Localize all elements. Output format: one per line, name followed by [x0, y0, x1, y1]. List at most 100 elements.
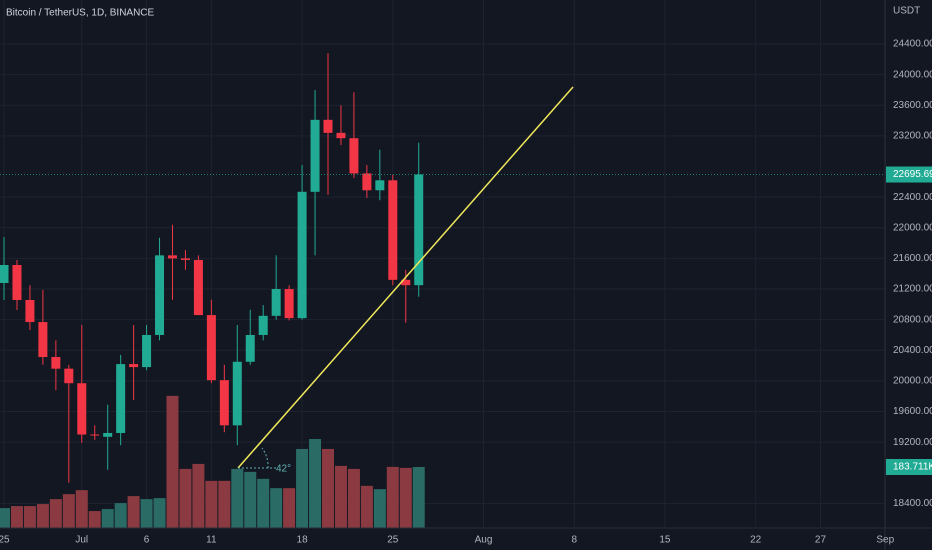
- candle-body: [64, 368, 74, 384]
- volume-bar: [101, 509, 114, 528]
- trend-line[interactable]: [237, 86, 574, 469]
- x-tick-label: 11: [206, 535, 217, 546]
- y-tick-label: 19200.00: [893, 437, 932, 448]
- volume-bar: [347, 468, 360, 528]
- candle-body: [206, 315, 216, 381]
- y-tick-label: 23600.00: [893, 100, 932, 111]
- candle-body: [129, 364, 139, 368]
- volume-bar: [360, 485, 373, 528]
- last-price-box: [886, 166, 932, 183]
- volume-bar: [36, 504, 49, 528]
- y-tick-label: 23200.00: [893, 131, 932, 142]
- candle-body: [258, 315, 268, 335]
- volume-bar: [140, 499, 153, 528]
- volume-bar: [179, 468, 192, 528]
- currency-label: USDT: [893, 6, 920, 17]
- volume-bar: [62, 494, 75, 528]
- volume-bar: [373, 489, 386, 528]
- symbol-title: Bitcoin / TetherUS, 1D, BINANCE: [6, 8, 155, 19]
- volume-bar: [218, 480, 231, 528]
- candle-body: [103, 432, 113, 437]
- candle-body: [38, 322, 48, 358]
- x-tick-label: Sep: [876, 535, 894, 546]
- volume-bar: [231, 468, 244, 528]
- candle-body: [12, 264, 22, 300]
- candle-body: [90, 434, 100, 436]
- candle-body: [323, 119, 333, 133]
- candle-body: [51, 357, 61, 369]
- y-tick-label: 24000.00: [893, 69, 932, 80]
- candle-body: [116, 364, 126, 433]
- candle-body: [388, 180, 398, 280]
- y-tick-label: 21600.00: [893, 253, 932, 264]
- volume-bar: [127, 496, 140, 528]
- x-tick-label: 15: [659, 535, 671, 546]
- volume-bar: [283, 488, 296, 528]
- y-tick-label: 20000.00: [893, 376, 932, 387]
- volume-bar: [49, 499, 62, 528]
- y-tick-label: 19600.00: [893, 406, 932, 417]
- candle-body: [414, 174, 424, 286]
- x-tick-label: 25: [0, 535, 10, 546]
- volume-bar: [322, 448, 335, 528]
- volume-bar: [88, 511, 101, 528]
- candle-body: [155, 255, 165, 335]
- x-tick-label: 22: [750, 535, 762, 546]
- volume-bar: [153, 498, 166, 528]
- candle-body: [401, 279, 411, 286]
- volume-bar: [166, 395, 179, 528]
- volume-bar: [257, 478, 270, 528]
- y-tick-label: 24400.00: [893, 39, 932, 50]
- candle-body: [0, 264, 9, 283]
- volume-bar: [244, 471, 257, 528]
- candle-body: [375, 180, 385, 191]
- last-volume-box: [886, 458, 932, 475]
- candle-body: [219, 380, 229, 426]
- x-tick-label: Jul: [75, 535, 88, 546]
- candle-body: [167, 255, 177, 259]
- candle-body: [297, 191, 307, 319]
- volume-bar: [412, 466, 425, 528]
- angle-arc: [261, 447, 269, 469]
- volume-bar: [10, 506, 23, 528]
- volume-bar: [270, 488, 283, 528]
- x-tick-label: 8: [571, 535, 577, 546]
- y-tick-label: 22400.00: [893, 192, 932, 203]
- candle-body: [77, 383, 87, 435]
- volume-bar: [334, 465, 347, 528]
- candle-body: [25, 299, 35, 323]
- y-tick-label: 22000.00: [893, 222, 932, 233]
- volume-bar: [114, 503, 127, 528]
- candle-body: [180, 258, 190, 260]
- y-tick-label: 18400.00: [893, 498, 932, 509]
- volume-bar: [23, 506, 36, 528]
- candle-body: [193, 259, 203, 316]
- y-tick-label: 20800.00: [893, 314, 932, 325]
- candle-body: [349, 138, 359, 174]
- x-tick-label: 18: [297, 535, 309, 546]
- x-tick-label: 27: [815, 535, 827, 546]
- candle-body: [271, 289, 281, 316]
- angle-label: 42°: [276, 464, 291, 475]
- volume-bar: [386, 466, 399, 528]
- volume-bar: [309, 439, 322, 528]
- last-price-label: 22695.69: [893, 169, 932, 180]
- candle-body: [362, 173, 372, 191]
- volume-bar: [0, 508, 11, 528]
- candle-body: [284, 289, 294, 319]
- x-tick-label: 6: [144, 535, 150, 546]
- candle-body: [245, 334, 255, 362]
- volume-bar: [192, 463, 205, 528]
- candle-body: [232, 361, 242, 426]
- volume-bar: [296, 448, 309, 528]
- x-tick-label: 25: [387, 535, 399, 546]
- last-volume-label: 183.711K: [893, 462, 932, 473]
- volume-bar: [399, 467, 412, 528]
- y-tick-label: 21200.00: [893, 284, 932, 295]
- candle-body: [336, 132, 346, 139]
- candle-body: [142, 334, 152, 368]
- volume-bar: [75, 490, 88, 528]
- candle-body: [310, 119, 320, 192]
